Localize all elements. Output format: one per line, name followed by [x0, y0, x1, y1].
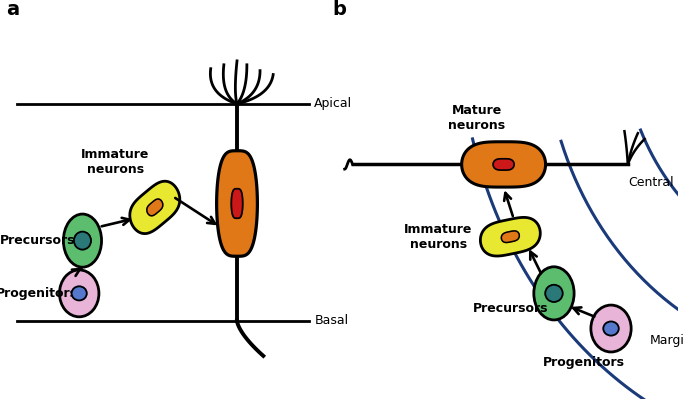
Polygon shape [130, 181, 179, 234]
Text: Immature
neurons: Immature neurons [81, 149, 149, 177]
Ellipse shape [72, 287, 87, 300]
Ellipse shape [603, 322, 619, 335]
Text: Central: Central [627, 175, 673, 188]
Polygon shape [147, 199, 163, 216]
Polygon shape [462, 142, 545, 187]
Text: Basal: Basal [314, 314, 349, 327]
Ellipse shape [591, 305, 631, 352]
Text: Precursors: Precursors [0, 234, 76, 247]
Ellipse shape [534, 267, 574, 320]
Text: Marginal: Marginal [649, 334, 685, 347]
Ellipse shape [545, 285, 562, 302]
Polygon shape [493, 159, 514, 170]
Text: Precursors: Precursors [473, 302, 548, 315]
Text: Apical: Apical [314, 97, 352, 110]
Text: b: b [332, 0, 347, 19]
Text: Progenitors: Progenitors [543, 357, 625, 370]
Text: a: a [6, 0, 19, 19]
Polygon shape [480, 217, 540, 256]
Ellipse shape [74, 232, 91, 249]
Polygon shape [501, 231, 519, 243]
Ellipse shape [60, 270, 99, 317]
Text: Progenitors: Progenitors [0, 287, 77, 300]
Text: Mature
neurons: Mature neurons [448, 103, 506, 131]
Polygon shape [216, 151, 258, 256]
Ellipse shape [64, 214, 101, 267]
Text: Immature
neurons: Immature neurons [404, 223, 473, 251]
Polygon shape [232, 189, 242, 218]
